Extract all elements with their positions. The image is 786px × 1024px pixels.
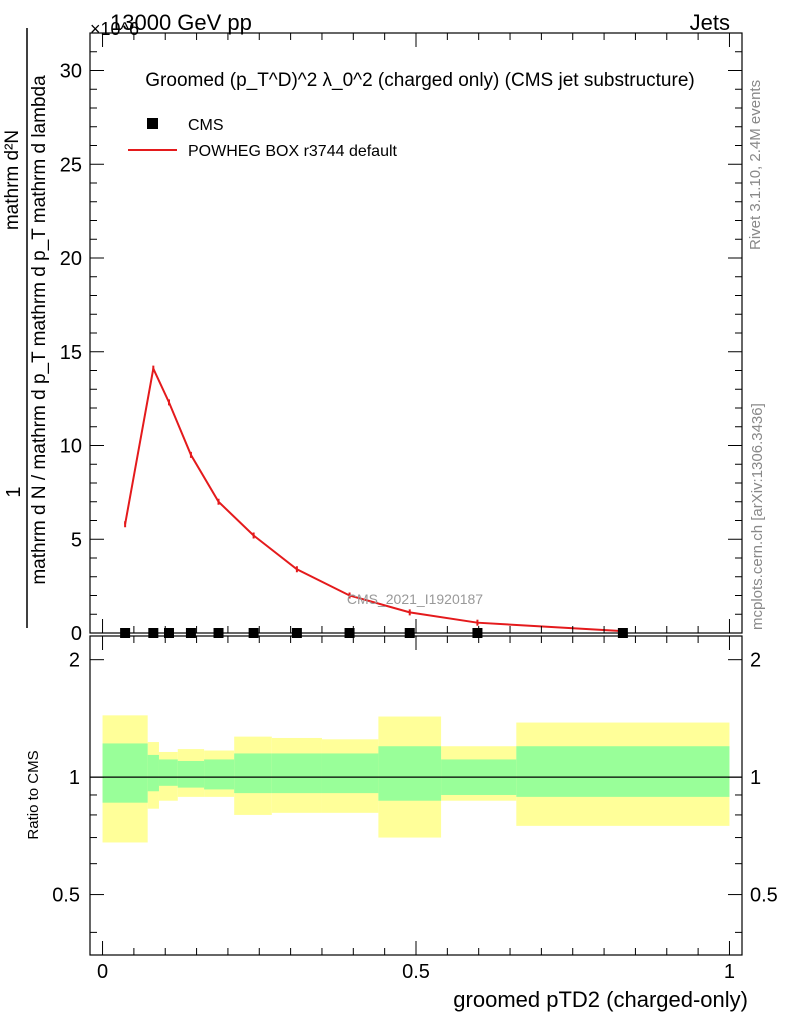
y-tick-label: 0	[71, 623, 82, 645]
legend-cms-label: CMS	[188, 117, 224, 134]
ratio-stat-band	[378, 746, 442, 801]
ratio-y-tick-label-right: 0.5	[750, 885, 778, 907]
y-tick-label: 20	[60, 248, 82, 270]
y-tick-label: 10	[60, 436, 82, 458]
ratio-stat-band	[147, 754, 159, 792]
ratio-y-tick-label: 2	[69, 650, 80, 672]
x-tick-label: 0	[97, 961, 108, 983]
mcplots-label: mcplots.cern.ch [arXiv:1306.3436]	[749, 403, 766, 630]
ratio-stat-band	[204, 759, 235, 790]
ratio-stat-band	[177, 760, 205, 788]
ratio-y-tick-label-right: 2	[750, 650, 761, 672]
y-axis-label-denominator: mathrm d N / mathrm d p_T mathrm d p_T m…	[29, 75, 50, 585]
ratio-y-tick-label-right: 1	[750, 767, 761, 789]
ratio-stat-band	[516, 746, 730, 797]
ratio-stat-band	[271, 753, 322, 794]
y-axis-label-numerator: 1	[3, 486, 25, 497]
ratio-y-tick-label: 0.5	[52, 885, 80, 907]
ratio-stat-band	[321, 753, 379, 794]
x-tick-label: 1	[724, 961, 735, 983]
ratio-stat-band	[234, 753, 272, 794]
y-tick-label: 25	[60, 154, 82, 176]
x-tick-label: 0.5	[402, 961, 430, 983]
y-axis-label-top: mathrm d²N	[2, 130, 23, 230]
ratio-bands	[90, 715, 742, 843]
x-axis-label: groomed pTD2 (charged-only)	[453, 987, 748, 1012]
y-tick-label: 5	[71, 529, 82, 551]
y-scale-factor: ×10^6	[90, 19, 139, 39]
analysis-watermark: CMS_2021_I1920187	[347, 591, 483, 607]
rivet-label: Rivet 3.1.10, 2.4M events	[747, 80, 764, 250]
y-tick-label: 30	[60, 61, 82, 83]
y-tick-label: 15	[60, 342, 82, 364]
energy-label: 13000 GeV pp	[110, 10, 252, 35]
chart-title: Groomed (p_T^D)^2 λ_0^2 (charged only) (…	[145, 70, 694, 91]
ratio-y-tick-label: 1	[69, 767, 80, 789]
ratio-stat-band	[102, 743, 148, 803]
ratio-stat-band	[158, 759, 178, 786]
process-label: Jets	[690, 10, 730, 35]
legend-powheg-label: POWHEG BOX r3744 default	[188, 143, 398, 160]
ratio-y-axis-label: Ratio to CMS	[25, 750, 42, 839]
legend-cms-marker	[147, 118, 158, 129]
